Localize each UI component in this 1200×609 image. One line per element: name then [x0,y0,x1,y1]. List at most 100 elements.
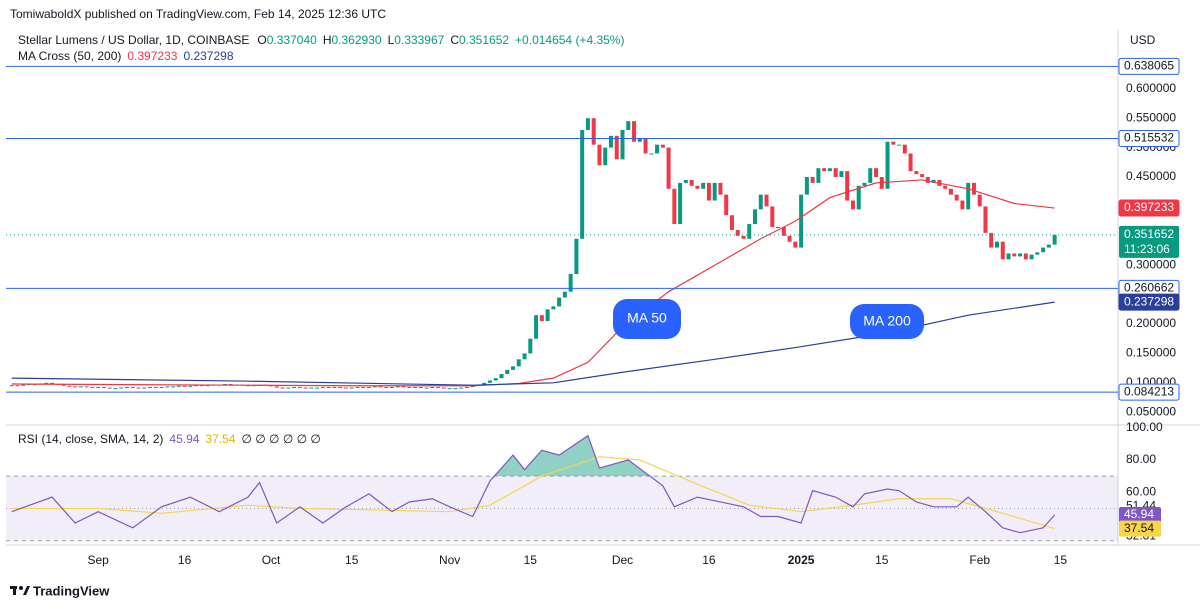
candle [551,306,556,310]
candle [136,387,141,389]
ma-value: 0.237298 [183,49,233,63]
x-tick-label: Sep [88,553,110,567]
candle [9,385,14,387]
candle [194,385,199,387]
candle [130,386,135,388]
candle [758,194,763,210]
candle [764,194,769,207]
candle [320,386,325,388]
candle [199,385,204,387]
candle [753,209,758,225]
moving-average-line [11,179,1055,387]
annotation: MA 50 [613,299,681,339]
candle [608,135,613,148]
price-tag [1118,383,1180,401]
price-tag [1118,57,1180,75]
candle [176,385,181,387]
candle [902,144,907,154]
candle [453,388,458,390]
candle [96,386,101,388]
candle [366,386,371,388]
candle [182,385,187,387]
candle [799,194,804,248]
x-tick-label: 15 [875,553,889,567]
candle [1041,247,1046,253]
candle [21,384,26,386]
y-tick-label: 60.00 [1126,484,1156,498]
candle [747,224,752,239]
ma-value: 0.397233 [127,49,177,63]
candle [505,369,510,375]
candle [827,168,832,172]
candle [119,387,124,389]
candle [124,386,129,388]
candle [856,185,861,210]
price-tag-text: 0.351652 [1124,227,1174,241]
candle [142,387,147,389]
candle [689,179,694,186]
ohlc-value: 0.333967 [394,33,444,47]
candle [776,227,781,228]
candle [528,338,533,354]
candle [862,182,867,186]
candle [315,387,320,389]
candle [522,353,527,360]
candle [995,241,1000,248]
indicator-name: MA Cross (50, 200) [18,49,121,63]
y-tick-label: 0.600000 [1126,81,1176,95]
price-tag-text: 0.515532 [1124,131,1174,145]
candle [332,386,337,388]
change: +0.014654 (+4.35%) [515,33,624,47]
candle [1006,253,1011,260]
candle [614,135,619,160]
x-tick-label: Dec [612,553,633,567]
y-tick-label: 0.550000 [1126,110,1176,124]
ohlc-key: O [257,33,266,47]
candle [718,182,723,195]
price-tag-text: 0.260662 [1124,281,1174,295]
ohlc-value: 0.362930 [332,33,382,47]
candle [84,386,89,388]
candle [401,386,406,388]
price-tag-text: 0.084213 [1124,384,1174,398]
candle [545,309,550,322]
candle [286,387,291,389]
candle [436,386,441,388]
candle [459,387,464,389]
candle [1046,244,1051,248]
candle [349,387,354,389]
x-tick-label: 15 [524,553,538,567]
x-tick-label: Oct [262,553,281,567]
candle [303,387,308,389]
candle [850,200,855,210]
candle [516,359,521,367]
candle [632,121,637,142]
candle [274,386,279,388]
candle [885,141,890,189]
candle [297,386,302,388]
candle [44,382,49,384]
candle [343,387,348,389]
candle [464,386,469,388]
candle [597,144,602,166]
rsi-ma-value: 37.54 [205,432,235,446]
candle [678,182,683,225]
candle [50,382,55,385]
candle [833,168,838,178]
published-note: TomiwaboldX published on TradingView.com… [10,7,386,21]
candle [741,235,746,239]
candle [482,382,487,385]
candle [701,182,706,189]
candle [695,185,700,189]
candle [971,182,976,195]
ohlc-key: H [323,33,332,47]
rsi-extra: ∅ ∅ ∅ ∅ ∅ ∅ [241,432,320,446]
candle [1000,241,1005,260]
rsi-value: 45.94 [169,432,199,446]
candle [908,153,913,172]
candle [338,386,343,388]
candle [171,386,176,388]
candle [78,386,83,388]
annotation-text: MA 200 [863,313,911,329]
candle [874,168,879,178]
